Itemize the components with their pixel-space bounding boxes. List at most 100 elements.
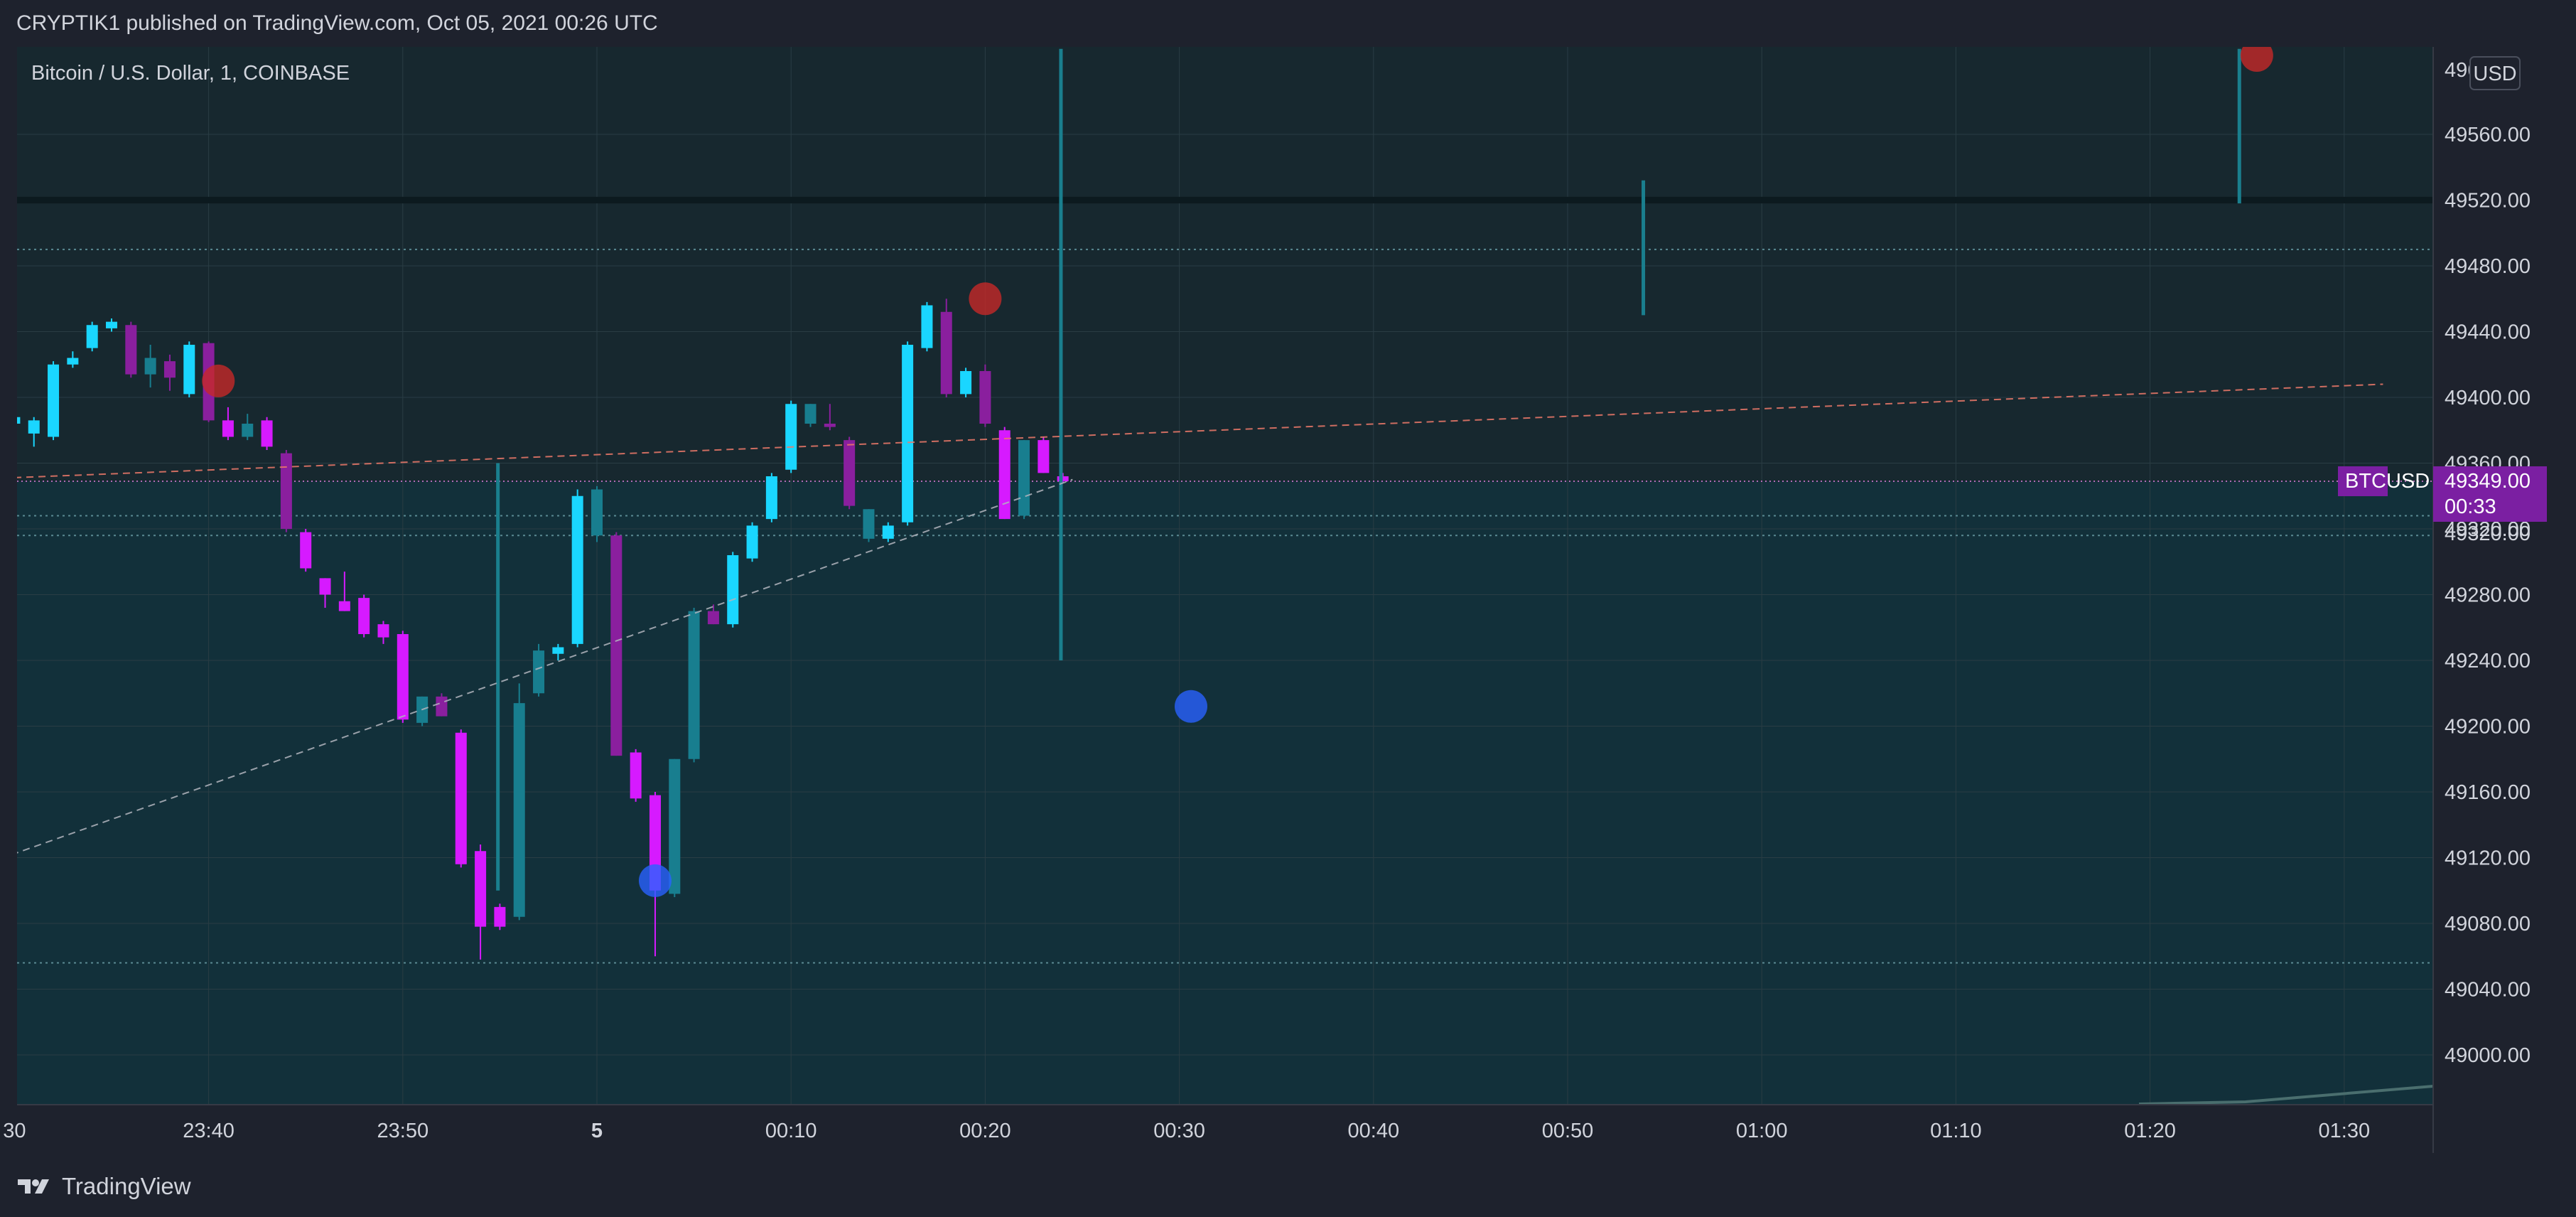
candle-body [494, 906, 506, 927]
price-axis-label[interactable]: 49560.00 [2445, 124, 2531, 146]
price-chart[interactable]: 49560.00 49520.00 49480.00 49440.00 49400.00… [0, 0, 2576, 1153]
candle-body [0, 417, 1, 545]
symbol-legend[interactable]: Bitcoin / U.S. Dollar, 1, COINBASE [31, 62, 350, 85]
price-axis-label[interactable]: 49320.00 [2445, 518, 2531, 541]
candle-body [397, 634, 409, 720]
price-tag-countdown: 00:33 [2445, 495, 2496, 518]
candle-body [28, 420, 40, 434]
candle-body [844, 440, 856, 506]
price-axis-label[interactable]: 49320.00 [2445, 522, 2531, 545]
price-axis-label[interactable]: 49000.00 [2445, 1044, 2531, 1067]
time-axis-label[interactable]: 23:50 [377, 1120, 429, 1142]
price-axis-label[interactable]: 49080.00 [2445, 913, 2531, 935]
price-axis-label[interactable]: 49240.00 [2445, 650, 2531, 672]
candle-body [688, 611, 700, 759]
candle-body [552, 647, 564, 654]
tradingview-wordmark: TradingView [62, 1173, 191, 1199]
price-axis-label[interactable]: 49400.00 [2445, 387, 2531, 409]
currency-badge-label: USD [2473, 63, 2516, 85]
candle-body [436, 696, 448, 717]
lower-zone [17, 481, 2433, 1105]
candle-body [1018, 440, 1030, 516]
footer-bar: TradingView [0, 1153, 2576, 1217]
candle-body [475, 851, 487, 927]
candle-body [377, 624, 389, 638]
candle-body [940, 311, 952, 395]
buy-signal-marker[interactable] [638, 864, 672, 897]
price-axis-label[interactable]: 49120.00 [2445, 847, 2531, 870]
candle-body [319, 578, 331, 595]
candle-body [455, 732, 467, 864]
candle-body [902, 345, 914, 522]
price-axis-label[interactable]: 49200.00 [2445, 716, 2531, 739]
price-axis-label[interactable]: 49520.00 [2445, 190, 2531, 213]
resistance-band [17, 196, 2433, 204]
currency-badge[interactable]: USD [2469, 56, 2521, 90]
candle-body [358, 598, 370, 634]
candle-body [17, 417, 21, 424]
candle-body [300, 532, 312, 569]
price-axis-label[interactable]: 49280.00 [2445, 584, 2531, 607]
price-tag-symbol: BTCUSD [2345, 470, 2430, 493]
tradingview-brand[interactable]: TradingView [16, 1173, 191, 1200]
time-axis-label[interactable]: 23:40 [183, 1120, 235, 1142]
price-tag-price: 49349.00 [2445, 470, 2531, 493]
time-axis-label[interactable]: 01:30 [2319, 1120, 2371, 1142]
tradingview-logo-icon [18, 1179, 49, 1194]
candle-body [979, 371, 991, 424]
candle-body [338, 601, 350, 611]
candle-body [280, 453, 292, 529]
candle-body [746, 525, 758, 559]
candle-body [824, 424, 836, 427]
time-axis-background[interactable] [17, 1105, 2433, 1153]
publish-bar: CRYPTIK1 published on TradingView.com, O… [0, 0, 2576, 47]
candle-body [921, 305, 933, 348]
candle-body [998, 430, 1011, 520]
candle-body [533, 650, 545, 694]
time-axis-label[interactable]: 00:10 [765, 1120, 817, 1142]
candle-body [571, 495, 583, 644]
price-axis-background[interactable] [2433, 47, 2576, 1105]
candle-body [183, 345, 195, 395]
price-axis-label[interactable]: 49440.00 [2445, 321, 2531, 344]
candle-body [785, 404, 797, 470]
price-axis-label[interactable]: 49480.00 [2445, 255, 2531, 278]
candle-body [765, 476, 777, 520]
time-axis-label[interactable]: 01:10 [1930, 1120, 1982, 1142]
price-axis-label[interactable]: 49040.00 [2445, 979, 2531, 1002]
candle-body [669, 758, 681, 894]
time-axis-label[interactable]: 01:00 [1736, 1120, 1788, 1142]
sell-signal-marker[interactable] [202, 364, 235, 397]
candle-body [144, 358, 156, 375]
candle-body [513, 703, 525, 917]
sell-signal-marker[interactable] [2240, 39, 2273, 72]
candle-body [222, 420, 234, 437]
candle-body [804, 404, 817, 424]
time-axis-label[interactable]: 30 [3, 1120, 26, 1142]
trendline[interactable] [0, 383, 2383, 480]
candle-body [106, 321, 117, 328]
time-axis-label[interactable]: 00:30 [1153, 1120, 1205, 1142]
time-axis-label[interactable]: 00:20 [959, 1120, 1011, 1142]
candle-body [630, 752, 642, 799]
candle-body [882, 525, 894, 539]
candle-body [67, 358, 79, 365]
time-axis-label[interactable]: 01:20 [2124, 1120, 2176, 1142]
candle-body [163, 361, 176, 378]
candle-body [727, 555, 739, 625]
bottom-right-indicator-line [2138, 1085, 2433, 1105]
time-axis-label[interactable]: 00:40 [1348, 1120, 1400, 1142]
candle-body [86, 325, 98, 348]
time-axis-label[interactable]: 5 [591, 1120, 603, 1142]
price-axis-label[interactable]: 49160.00 [2445, 781, 2531, 804]
candle-body [1038, 440, 1050, 473]
sell-signal-marker[interactable] [969, 282, 1002, 316]
candle-body [960, 371, 972, 395]
buy-signal-marker[interactable] [1174, 690, 1207, 723]
candle-body [707, 611, 719, 625]
candle-body [610, 535, 623, 756]
upper-zone [17, 47, 2433, 481]
time-axis-label[interactable]: 00:50 [1542, 1120, 1594, 1142]
candle-body [48, 364, 60, 437]
trendline[interactable] [0, 478, 1073, 871]
